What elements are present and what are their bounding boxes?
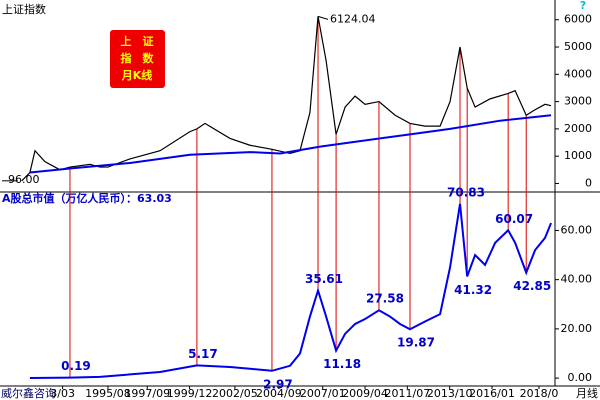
x-tick-label: 2016/01 [469,387,515,400]
x-tick-label: 2007/01 [300,387,346,400]
corner-mark: ? [580,0,586,12]
value-label: 96.00 [8,173,40,186]
x-tick-label: 2002/05 [212,387,258,400]
x-axis-label: 月线 [576,386,598,400]
badge-text: 月K线 [121,68,153,82]
x-tick-label: 3/03 [50,387,75,400]
value-label: 27.58 [366,292,404,306]
y-tick-label: 0 [585,176,592,189]
x-tick-label: 1995/08 [85,387,131,400]
x-tick-label: 1997/09 [124,387,170,400]
y-tick-label: 6000 [564,13,592,26]
badge-text: 指 数 [121,51,155,65]
badge [110,30,165,88]
x-tick-label: 2018/0 [520,387,559,400]
chart-title: 上证指数 [2,2,46,16]
y-tick-label: 3000 [564,95,592,108]
y-tick-label: 4000 [564,67,592,80]
value-label: 42.85 [513,279,551,293]
y-tick-label: 60.00 [561,223,593,236]
y-tick-label: 2000 [564,122,592,135]
x-tick-label: 1999/12 [167,387,213,400]
panel-title: A股总市值（万亿人民币）：63.03 [2,191,172,205]
value-label: 35.61 [305,272,343,286]
source: 威尔鑫咨询 [1,386,56,400]
value-label: 5.17 [188,347,218,361]
y-tick-label: 5000 [564,40,592,53]
series-line [29,203,552,379]
value-label: 6124.04 [330,12,376,25]
badge-text: 上 证 [121,34,154,48]
y-tick-label: 0.00 [568,371,593,384]
y-tick-label: 20.00 [561,322,593,335]
x-tick-label: 2011/07 [385,387,431,400]
series-line [29,114,552,174]
x-tick-label: 2009/04 [342,387,388,400]
x-tick-label: 2013/10 [427,387,473,400]
value-label: 19.87 [397,336,435,350]
value-label: 60.07 [495,212,533,226]
y-tick-label: 40.00 [561,273,593,286]
value-label: 11.18 [323,357,361,371]
pointer [317,15,329,20]
value-label: 0.19 [61,359,91,373]
value-label: 70.83 [447,185,485,199]
y-tick-label: 1000 [564,149,592,162]
value-label: 41.32 [454,283,492,297]
x-tick-label: 2004/09 [256,387,302,400]
value-label: 2.97 [263,377,293,391]
